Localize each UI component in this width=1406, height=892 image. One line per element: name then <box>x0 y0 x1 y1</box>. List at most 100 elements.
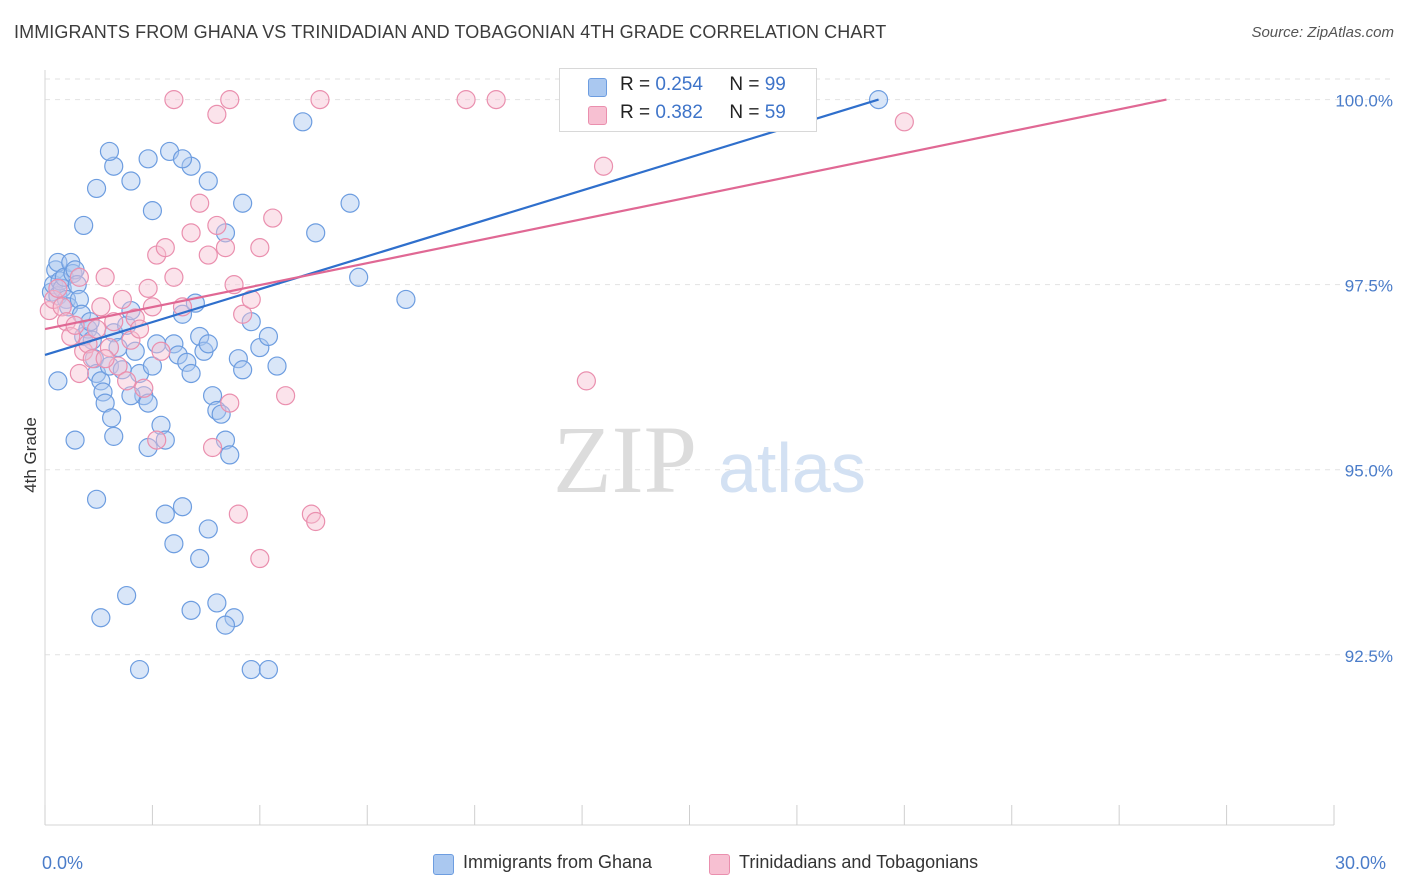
legend-text-trinidad: R = 0.382 N = 59 <box>620 102 786 124</box>
data-point <box>233 193 253 213</box>
data-point <box>101 408 122 428</box>
data-point <box>65 430 85 450</box>
data-point <box>198 245 218 265</box>
data-point <box>138 393 158 413</box>
n-label: N = <box>729 102 760 123</box>
data-point <box>306 511 326 532</box>
data-point <box>147 430 167 450</box>
trend-line-ghana <box>44 98 879 357</box>
data-point <box>228 504 248 524</box>
data-point <box>86 178 107 199</box>
data-point <box>69 289 89 310</box>
data-point <box>220 393 240 413</box>
r-value: 0.382 <box>655 102 703 123</box>
data-point <box>74 215 94 236</box>
data-point <box>198 334 218 354</box>
watermark-zip: ZIP <box>553 406 697 513</box>
legend-swatch-pink <box>709 854 730 875</box>
data-point <box>396 289 416 310</box>
data-point <box>215 238 236 258</box>
data-point <box>241 289 261 310</box>
x-tick-marks <box>44 805 1335 825</box>
data-point <box>164 267 184 287</box>
data-point <box>263 208 283 228</box>
trend-line-trinidad <box>44 98 1167 331</box>
x-max-label: 30.0% <box>1335 853 1387 873</box>
data-point <box>142 356 163 376</box>
data-point <box>52 297 72 317</box>
legend-swatch-blue <box>588 78 607 97</box>
data-point <box>293 112 313 132</box>
data-point <box>155 238 175 258</box>
data-point <box>95 349 115 369</box>
data-point <box>99 141 120 162</box>
data-point <box>181 600 201 620</box>
legend-text-ghana: R = 0.254 N = 99 <box>620 74 786 96</box>
data-point <box>112 289 132 310</box>
data-point <box>220 445 240 465</box>
data-point <box>349 267 369 287</box>
data-point <box>91 608 111 628</box>
data-point <box>228 349 248 369</box>
data-point <box>151 415 171 435</box>
data-point <box>258 659 279 680</box>
data-point <box>198 171 218 191</box>
legend-label-trinidad: Trinidadians and Tobagonians <box>739 852 979 872</box>
legend-row-trinidad: R = 0.382 N = 59 <box>560 100 816 128</box>
data-point <box>151 341 171 361</box>
data-point <box>129 659 150 680</box>
data-point <box>172 304 193 324</box>
legend-swatch-blue <box>433 854 454 875</box>
data-point <box>198 519 218 539</box>
data-point <box>215 615 236 635</box>
x-min-label: 0.0% <box>42 853 84 873</box>
data-point <box>125 341 145 361</box>
data-point <box>121 171 141 191</box>
data-point <box>86 489 107 509</box>
data-point <box>104 312 124 332</box>
data-point <box>241 659 261 680</box>
y-tick-label: 100.0% <box>1335 92 1393 111</box>
data-point <box>86 319 107 339</box>
data-point <box>250 548 270 569</box>
data-point <box>207 104 227 125</box>
data-point <box>894 112 914 132</box>
n-label: N = <box>729 74 760 95</box>
series-trinidad-points <box>39 90 914 569</box>
data-point <box>310 90 330 110</box>
data-point <box>142 201 163 221</box>
data-point <box>65 315 85 335</box>
watermark-atlas: atlas <box>718 429 866 507</box>
data-point <box>164 90 184 110</box>
data-point <box>190 548 210 569</box>
data-point <box>207 593 227 613</box>
data-point <box>593 156 614 176</box>
data-point <box>486 90 506 110</box>
data-point <box>202 386 223 406</box>
data-point <box>91 297 111 317</box>
trend-lines <box>44 98 1167 357</box>
data-point <box>117 371 137 391</box>
data-point <box>69 363 89 384</box>
legend-row-ghana: R = 0.254 N = 99 <box>560 72 816 100</box>
chart-source: Source: ZipAtlas.com <box>1251 24 1394 41</box>
data-point <box>190 193 210 213</box>
data-point <box>104 426 124 446</box>
r-value: 0.254 <box>655 74 703 95</box>
data-point <box>134 378 154 398</box>
data-point <box>202 437 223 458</box>
data-point <box>67 275 87 295</box>
data-point <box>48 278 68 298</box>
data-point <box>138 278 158 298</box>
data-point <box>181 363 201 384</box>
data-point <box>250 238 270 258</box>
y-tick-label: 97.5% <box>1345 277 1393 296</box>
data-point <box>117 585 137 606</box>
data-point <box>576 371 596 391</box>
data-point <box>61 326 81 347</box>
data-point <box>48 371 68 391</box>
data-point <box>233 360 253 380</box>
legend-swatch-pink <box>588 106 607 125</box>
y-tick-label: 92.5% <box>1345 647 1393 666</box>
chart-title: IMMIGRANTS FROM GHANA VS TRINIDADIAN AND… <box>14 22 887 42</box>
